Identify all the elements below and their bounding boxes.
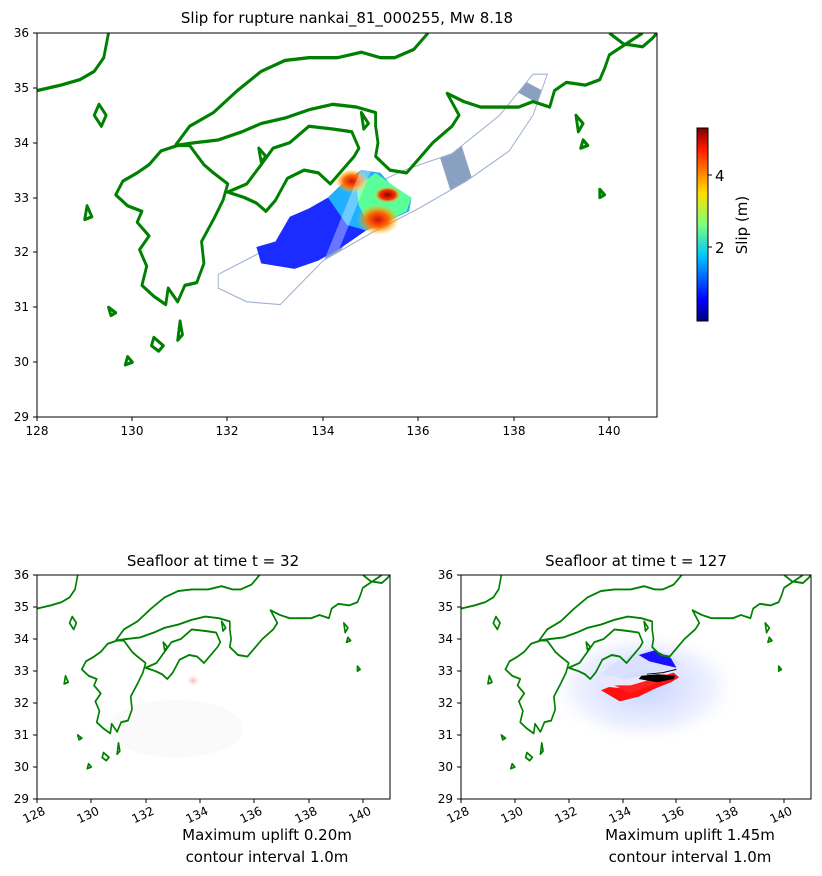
tick-label: 31: [14, 300, 29, 314]
tick-label: 36: [438, 568, 453, 582]
tick-label: 30: [14, 760, 29, 774]
seafloor-t32-caption-contour: contour interval 1.0m: [186, 848, 349, 866]
tick-label: 30: [438, 760, 453, 774]
tick-label: 31: [14, 728, 29, 742]
seafloor-t127-x-ticks: 128 130 132 134 136 138 140: [445, 799, 795, 826]
tick-label: 130: [121, 424, 144, 438]
tick-label: 36: [14, 568, 29, 582]
seafloor-t127-frame: [460, 574, 812, 800]
tick-label: 128: [445, 804, 472, 826]
tick-label: 140: [347, 804, 374, 826]
slip-axes-frame: [36, 32, 658, 418]
tick-label: 32: [14, 696, 29, 710]
tick-label: 33: [438, 664, 453, 678]
tick-label: 138: [503, 424, 526, 438]
tick-label: 132: [130, 804, 157, 826]
seafloor-t32-frame: [36, 574, 391, 800]
seafloor-t127-map: [461, 575, 811, 770]
seafloor-t127-y-ticks: 29 30 31 32 33 34 35 36: [438, 568, 461, 806]
tick-label: 132: [216, 424, 239, 438]
tick-label: 134: [312, 424, 335, 438]
tick-label: 35: [14, 81, 29, 95]
colorbar-label: Slip (m): [733, 196, 751, 254]
tick-label: 34: [14, 632, 29, 646]
tick-label: 136: [407, 424, 430, 438]
tick-label: 35: [14, 600, 29, 614]
tick-label: 32: [14, 245, 29, 259]
tick-label: 36: [14, 26, 29, 40]
tick-label: 29: [14, 410, 29, 424]
tick-label: 140: [768, 804, 795, 826]
tick-label: 134: [184, 804, 211, 826]
seafloor-t32-y-ticks: 29 30 31 32 33 34 35 36: [14, 568, 37, 806]
tick-label: 33: [14, 191, 29, 205]
tick-label: 136: [660, 804, 687, 826]
seafloor-t127-caption-contour: contour interval 1.0m: [609, 848, 772, 866]
tick-label: 33: [14, 664, 29, 678]
colorbar-gradient: [696, 127, 709, 322]
slip-panel-title: Slip for rupture nankai_81_000255, Mw 8.…: [181, 9, 513, 28]
tick-label: 138: [293, 804, 320, 826]
tick-label: 140: [598, 424, 621, 438]
seafloor-t32-map: [37, 575, 390, 770]
slip-colorbar: 2 4 Slip (m): [696, 127, 751, 322]
seafloor-t32-x-ticks: 128 130 132 134 136 138 140: [21, 799, 374, 826]
tick-label: 134: [607, 804, 634, 826]
tick-label: 29: [438, 792, 453, 806]
tick-label: 32: [438, 696, 453, 710]
slip-x-ticks: 128 130 132 134 136 138 140: [26, 417, 621, 438]
tick-label: 138: [714, 804, 741, 826]
slip-map: [37, 33, 657, 367]
tick-label: 31: [438, 728, 453, 742]
seafloor-t32-title: Seafloor at time t = 32: [127, 552, 299, 570]
seafloor-t32-caption-uplift: Maximum uplift 0.20m: [182, 826, 352, 844]
tick-label: 132: [553, 804, 580, 826]
tick-label: 34: [14, 136, 29, 150]
seafloor-t127-title: Seafloor at time t = 127: [545, 552, 727, 570]
tick-label: 29: [14, 792, 29, 806]
tick-label: 128: [26, 424, 49, 438]
tick-label: 30: [14, 355, 29, 369]
tick-label: 130: [75, 804, 102, 826]
seafloor-panel-t127: Seafloor at time t = 127: [438, 552, 812, 866]
tick-label: 130: [499, 804, 526, 826]
tick-label: 136: [238, 804, 265, 826]
tick-label: 35: [438, 600, 453, 614]
tick-label: 34: [438, 632, 453, 646]
seafloor-panel-t32: Seafloor at time t = 32 29 30 31 32 33 3…: [14, 552, 391, 866]
slip-y-ticks: 29 30 31 32 33 34 35 36: [14, 26, 37, 424]
colorbar-tick: 2: [715, 239, 725, 257]
seafloor-t127-caption-uplift: Maximum uplift 1.45m: [605, 826, 775, 844]
slip-panel: Slip for rupture nankai_81_000255, Mw 8.…: [14, 9, 751, 438]
tick-label: 128: [21, 804, 48, 826]
colorbar-tick: 4: [715, 167, 725, 185]
